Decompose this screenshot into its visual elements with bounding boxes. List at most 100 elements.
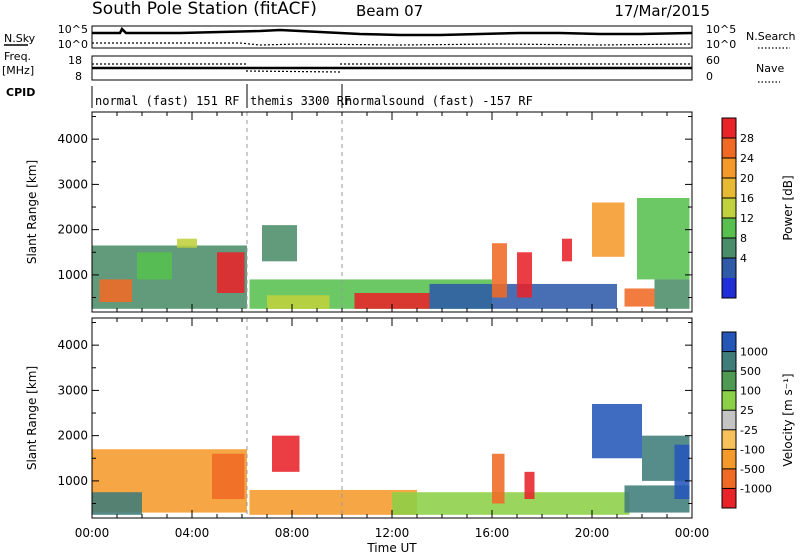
colorbar-tick-label: -1000 (740, 482, 772, 495)
x-tick-label: 16:00 (475, 526, 510, 540)
cpid-segment-label: normalsound (fast) -157 RF (345, 94, 533, 108)
cpid-label: CPID (6, 86, 35, 99)
data-band (272, 435, 300, 472)
data-band (624, 288, 655, 307)
y-tick-label: 1000 (57, 268, 88, 282)
nave-label: Nave (756, 62, 784, 75)
beam-label: Beam 07 (356, 2, 423, 20)
y-tick-label: 2000 (57, 429, 88, 443)
colorbar-swatch (722, 258, 736, 279)
nsearch-label: N.Search (746, 30, 796, 43)
data-band (212, 453, 245, 499)
freq-unit: [MHz] (2, 64, 34, 77)
data-band (217, 252, 245, 293)
freq-tick-low: 8 (75, 70, 82, 83)
colorbar-label: Power [dB] (781, 175, 795, 240)
colorbar-swatch (722, 390, 736, 411)
colorbar-tick-label: 8 (740, 232, 747, 245)
x-tick-label: 08:00 (275, 526, 310, 540)
data-band (637, 197, 690, 280)
colorbar-label: Velocity [m s⁻¹] (781, 373, 795, 466)
nsky-label: N.Sky (4, 32, 36, 45)
data-band (267, 295, 330, 309)
data-band (177, 238, 197, 248)
data-band (592, 202, 625, 257)
colorbar-swatch (722, 178, 736, 199)
colorbar-tick-label: 16 (740, 192, 754, 205)
freq-panel (91, 55, 693, 81)
nsky-panel (91, 25, 693, 49)
nave-tick-low: 0 (706, 70, 713, 83)
data-band (654, 279, 690, 309)
colorbar-swatch (722, 118, 736, 139)
nsearch-tick-high: 10^5 (706, 23, 736, 36)
colorbar-swatch (722, 158, 736, 179)
y-tick-label: 3000 (57, 383, 88, 397)
y-tick-label: 1000 (57, 474, 88, 488)
y-tick-label: 3000 (57, 177, 88, 191)
colorbar-frame (721, 331, 737, 509)
colorbar-tick-label: 12 (740, 212, 754, 225)
x-tick-label: 12:00 (375, 526, 410, 540)
data-band (249, 489, 417, 515)
colorbar-tick-label: 500 (740, 365, 761, 378)
y-tick-label: 4000 (57, 132, 88, 146)
colorbar-swatch (722, 429, 736, 450)
cpid-segment-label: themis 3300 RF (250, 94, 351, 108)
colorbar-swatch (722, 332, 736, 353)
freq-tick-high: 18 (68, 54, 82, 67)
power-chart: 1000 2000 3000 4000 Slant Range [km] (25, 111, 693, 313)
colorbar-tick-label: 100 (740, 385, 761, 398)
nave-tick-high: 60 (706, 54, 720, 67)
x-axis-label: Time UT (366, 541, 417, 554)
data-band (674, 444, 690, 499)
date-label: 17/Mar/2015 (614, 2, 710, 20)
data-band (562, 238, 572, 262)
data-band (354, 292, 430, 309)
colorbar-tick-label: 20 (740, 172, 754, 185)
y-axis-label: Slant Range [km] (25, 160, 39, 264)
x-tick-label: 20:00 (575, 526, 610, 540)
data-band (492, 243, 507, 298)
colorbar-swatch (722, 138, 736, 159)
data-band (524, 471, 535, 499)
y-tick-label: 4000 (57, 338, 88, 352)
data-band (492, 453, 505, 504)
colorbar-swatch (722, 198, 736, 219)
y-tick-label: 2000 (57, 223, 88, 237)
colorbar-swatch (722, 218, 736, 239)
data-band (517, 252, 532, 298)
freq-label: Freq. (4, 50, 31, 63)
colorbar-tick-label: -100 (740, 443, 765, 456)
colorbar-swatch (722, 468, 736, 489)
colorbar-swatch (722, 410, 736, 431)
colorbar-frame (721, 117, 737, 299)
cpid-segment-label: normal (fast) 151 RF (95, 94, 240, 108)
data-band (262, 225, 297, 262)
colorbar-tick-label: 1000 (740, 346, 768, 359)
data-band (99, 279, 132, 303)
nsky-tick-low: 10^0 (58, 38, 88, 51)
colorbar-tick-label: -500 (740, 463, 765, 476)
colorbar-tick-label: 25 (740, 404, 754, 417)
y-axis-label: Slant Range [km] (25, 366, 39, 470)
data-band (392, 492, 630, 515)
data-band (137, 252, 172, 280)
colorbar-swatch (722, 278, 736, 299)
colorbar-swatch (722, 371, 736, 392)
power-colorbar: 28 24 20 16 12 8 4 Power [dB] (721, 117, 795, 299)
colorbar-tick-label: -25 (740, 424, 758, 437)
data-band (592, 403, 642, 459)
colorbar-swatch (722, 351, 736, 372)
colorbar-swatch (722, 449, 736, 470)
x-tick-label: 00:00 (675, 526, 710, 540)
colorbar-swatch (722, 488, 736, 509)
colorbar-tick-label: 4 (740, 252, 747, 265)
x-tick-label: 04:00 (175, 526, 210, 540)
x-tick-label: 00:00 (75, 526, 110, 540)
colorbar-swatch (722, 238, 736, 259)
colorbar-tick-label: 24 (740, 152, 754, 165)
velocity-colorbar: 1000 500 100 25 -25 -100 -500 -1000 Velocity [m … (721, 331, 795, 509)
nsky-tick-high: 10^5 (58, 23, 88, 36)
